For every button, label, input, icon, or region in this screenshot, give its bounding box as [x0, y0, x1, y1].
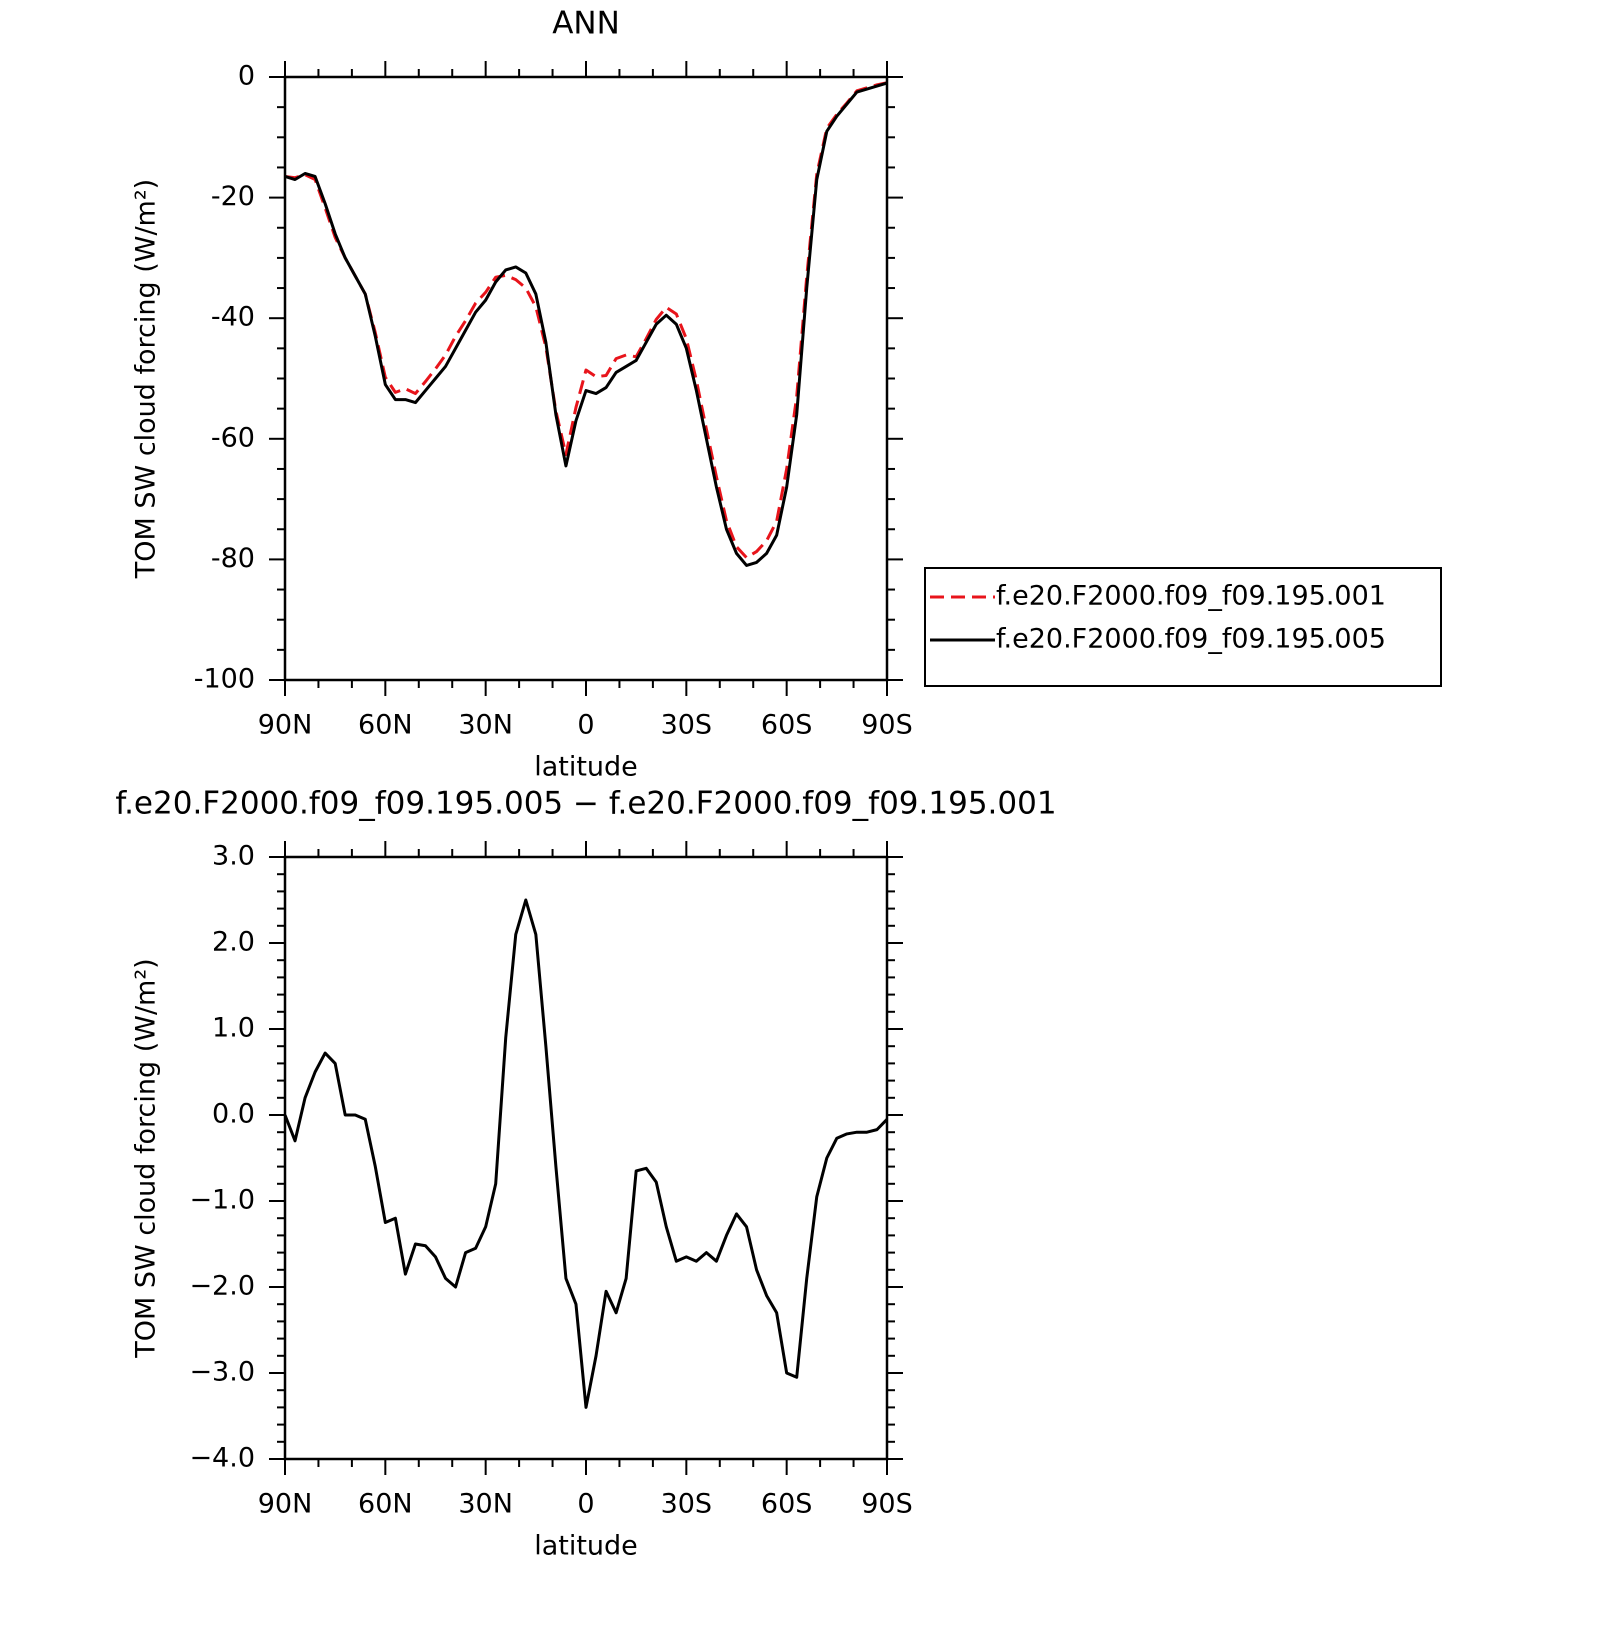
y-tick-label: 3.0 — [212, 841, 255, 872]
y-tick-label: -80 — [211, 543, 255, 574]
legend-label: f.e20.F2000.f09_f09.195.005 — [996, 624, 1386, 655]
plot-frame — [283, 855, 889, 1461]
legend-box — [924, 567, 1442, 687]
chart-title: ANN — [552, 6, 620, 42]
data-line — [283, 898, 889, 1409]
y-tick-label: -60 — [211, 422, 255, 453]
x-tick-label: 30N — [458, 710, 513, 741]
x-tick-label: 90N — [258, 1489, 313, 1520]
y-axis-label: TOM SW cloud forcing (W/m²) — [131, 958, 162, 1358]
y-axis-label: TOM SW cloud forcing (W/m²) — [131, 179, 162, 579]
data-line — [284, 81, 888, 567]
x-tick-label: 90S — [861, 1489, 913, 1520]
x-tick-label: 60S — [761, 710, 813, 741]
x-tick-label: 90S — [861, 710, 913, 741]
x-tick-label: 0 — [577, 1489, 594, 1520]
x-tick-label: 30N — [458, 1489, 513, 1520]
data-line — [284, 81, 888, 560]
x-tick-label: 90N — [258, 710, 313, 741]
y-tick-label: −2.0 — [189, 1271, 255, 1302]
y-tick-label: 0.0 — [212, 1099, 255, 1130]
plot-frame — [283, 75, 889, 682]
y-tick-label: 1.0 — [212, 1013, 255, 1044]
x-tick-label: 60N — [358, 1489, 413, 1520]
x-tick-label: 60S — [761, 1489, 813, 1520]
y-tick-label: −4.0 — [189, 1443, 255, 1474]
x-tick-label: 0 — [577, 710, 594, 741]
y-tick-label: -40 — [211, 302, 255, 333]
y-tick-label: -100 — [194, 664, 255, 695]
legend-label: f.e20.F2000.f09_f09.195.001 — [996, 581, 1386, 612]
y-tick-label: 0 — [238, 61, 255, 92]
y-tick-label: −3.0 — [189, 1357, 255, 1388]
y-tick-label: -20 — [211, 181, 255, 212]
x-tick-label: 30S — [661, 710, 713, 741]
chart-title: f.e20.F2000.f09_f09.195.005 − f.e20.F200… — [115, 786, 1056, 822]
x-axis-label: latitude — [534, 752, 638, 783]
y-tick-label: −1.0 — [189, 1185, 255, 1216]
x-axis-label: latitude — [534, 1531, 638, 1562]
y-tick-label: 2.0 — [212, 927, 255, 958]
x-tick-label: 30S — [661, 1489, 713, 1520]
x-tick-label: 60N — [358, 710, 413, 741]
